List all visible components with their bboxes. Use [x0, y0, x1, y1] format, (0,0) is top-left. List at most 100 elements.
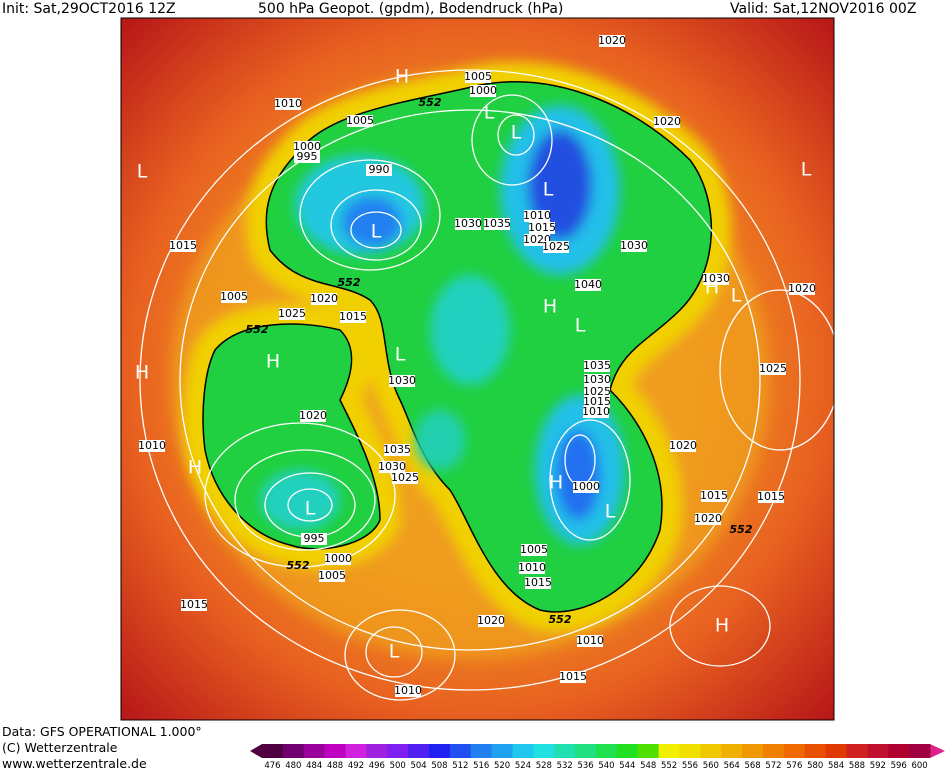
- colorbar-arrow-left: [250, 744, 262, 758]
- pressure-label-box: [221, 291, 247, 303]
- pressure-label-box: [301, 533, 327, 545]
- colorbar-label: 532: [557, 761, 573, 770]
- pressure-label: 1005: [220, 290, 248, 303]
- colorbar-swatch: [262, 744, 284, 758]
- high-label: H: [135, 362, 149, 384]
- pressure-label: 1015: [524, 576, 552, 589]
- pressure-label-box: [577, 635, 603, 647]
- colorbar-swatch: [783, 744, 806, 758]
- colorbar-swatch: [408, 744, 430, 758]
- pressure-label: 1035: [583, 359, 611, 372]
- pressure-label: 990: [369, 163, 390, 176]
- pressure-label: 1025: [583, 385, 611, 398]
- pressure-label: 1005: [346, 114, 374, 127]
- pressure-label-box: [470, 85, 496, 97]
- pressure-label-box: [181, 599, 207, 611]
- high-label: H: [715, 615, 729, 637]
- pressure-label-box: [670, 440, 696, 452]
- pressure-label: 1015: [757, 490, 785, 503]
- pressure-label: 995: [297, 150, 318, 163]
- colorbar-label: 584: [828, 761, 844, 770]
- pressure-label-box: [275, 98, 301, 110]
- pressure-label: 1035: [483, 217, 511, 230]
- pressure-label: 1020: [669, 439, 697, 452]
- colorbar-label: 568: [744, 761, 760, 770]
- low-label: L: [395, 344, 406, 366]
- colorbar-label: 516: [473, 761, 489, 770]
- colorbar-label: 576: [786, 761, 802, 770]
- pressure-label-box: [621, 240, 647, 252]
- pressure-label: 1015: [583, 395, 611, 408]
- cold-pools: [260, 105, 625, 545]
- colorbar-label: 512: [452, 761, 468, 770]
- pressure-label: 1020: [653, 115, 681, 128]
- pressure-label-box: [325, 553, 351, 565]
- colorbar-swatch: [366, 744, 388, 758]
- pressure-label: 1010: [582, 405, 610, 418]
- pressure-label-box: [340, 311, 366, 323]
- pressure-label-box: [584, 360, 610, 372]
- colorbar-label: 484: [306, 761, 322, 770]
- pressure-label-box: [347, 115, 373, 127]
- colorbar-swatch: [596, 744, 618, 758]
- low-label: L: [575, 315, 586, 337]
- colorbar-swatch: [345, 744, 367, 758]
- pressure-label-box: [392, 472, 418, 484]
- colorbar-swatch: [804, 744, 827, 758]
- pressure-label-box: [524, 210, 550, 222]
- colorbar-label: 548: [640, 761, 656, 770]
- pressure-label: 1000: [572, 480, 600, 493]
- pressure-label: 1010: [274, 97, 302, 110]
- pressure-label: 1030: [388, 374, 416, 387]
- pressure-label-box: [478, 615, 504, 627]
- pressure-label: 1015: [180, 598, 208, 611]
- pressure-label: 1030: [702, 272, 730, 285]
- pressure-label-box: [300, 410, 326, 422]
- pressure-label-box: [701, 490, 727, 502]
- colorbar-label: 588: [849, 761, 865, 770]
- pressure-label-box: [654, 116, 680, 128]
- colorbar-label: 524: [515, 761, 531, 770]
- colorbar-swatch: [449, 744, 472, 758]
- pressure-label-box: [543, 241, 569, 253]
- pressure-label-box: [519, 562, 545, 574]
- colorbar-swatch: [575, 744, 597, 758]
- colorbar-swatch: [303, 744, 326, 758]
- pressure-label: 1020: [788, 282, 816, 295]
- colorbar-swatch: [888, 744, 910, 758]
- contour-label: 552: [246, 323, 269, 336]
- low-label: L: [371, 221, 382, 243]
- pressure-label-box: [789, 283, 815, 295]
- pressure-label-box: [395, 685, 421, 697]
- pressure-label-box: [583, 406, 609, 418]
- pressure-label-box: [311, 293, 337, 305]
- colorbar-label: 476: [264, 761, 280, 770]
- colorbar-swatch: [825, 744, 847, 758]
- colorbar-swatch: [637, 744, 660, 758]
- pressure-label-box: [294, 151, 320, 163]
- colorbar-label: 496: [369, 761, 385, 770]
- pressure-label-box: [455, 218, 481, 230]
- high-label: H: [266, 351, 280, 373]
- colorbar-swatch: [867, 744, 889, 758]
- colorbar: 476 480 484 488 492 496 500 504 508 512 516 520 524 5…: [250, 744, 945, 770]
- colorbar-label: 600: [911, 761, 927, 770]
- pressure-label: 1030: [454, 217, 482, 230]
- pressure-label: 1005: [318, 569, 346, 582]
- colorbar-label: 556: [682, 761, 698, 770]
- pressure-label-box: [560, 671, 586, 683]
- pressure-label: 1040: [574, 278, 602, 291]
- low-label: L: [511, 122, 522, 144]
- pressure-label: 1000: [324, 552, 352, 565]
- pressure-label: 1020: [598, 34, 626, 47]
- colorbar-label: 540: [598, 761, 614, 770]
- pressure-label: 1010: [518, 561, 546, 574]
- pressure-label: 1030: [583, 373, 611, 386]
- colorbar-swatch: [324, 744, 346, 758]
- pressure-label-box: [758, 491, 784, 503]
- low-label: L: [543, 179, 554, 201]
- pressure-label-box: [521, 544, 547, 556]
- low-label: L: [605, 501, 616, 523]
- colorbar-label: 500: [390, 761, 406, 770]
